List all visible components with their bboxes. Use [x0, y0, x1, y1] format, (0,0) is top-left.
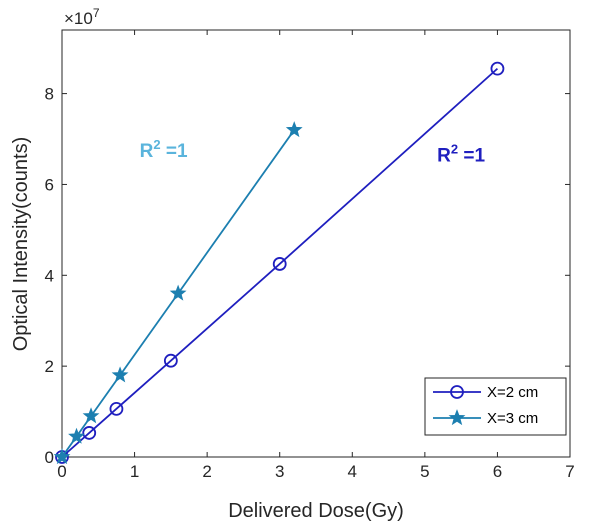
x-tick-label-6: 6: [493, 462, 502, 481]
y-tick-label-0: 0: [45, 448, 54, 467]
data-point-0-5: [490, 61, 505, 76]
y-axis-title: Optical Intensity(counts): [10, 137, 32, 352]
data-point-1-1: [68, 427, 85, 444]
data-point-0-1: [82, 426, 97, 440]
series-1: [53, 121, 303, 465]
data-point-1-3: [111, 366, 129, 383]
data-point-0-4: [272, 257, 287, 271]
y-tick-label-4: 8: [45, 85, 54, 104]
annotations: R2 =1 R2 =1: [140, 137, 486, 167]
legend-item-0: X=2 cm: [433, 384, 538, 401]
data-point-0-3: [163, 353, 178, 368]
r-squared-annotation-1: R2 =1: [437, 142, 485, 167]
legend-box: [424, 377, 567, 436]
y-exponent-label: ×107: [64, 6, 100, 28]
data-point-1-5: [285, 121, 303, 138]
legend-marker-1: [448, 409, 466, 426]
series-layer: [53, 61, 505, 465]
data-point-1-4: [169, 284, 187, 301]
data-point-1-2: [82, 407, 100, 424]
x-tick-label-7: 7: [565, 462, 574, 481]
legend-item-1: X=3 cm: [433, 409, 538, 427]
x-tick-label-0: 0: [57, 462, 66, 481]
legend-marker-0: [450, 385, 464, 399]
x-tick-label-5: 5: [420, 462, 429, 481]
r-squared-annotation-0: R2 =1: [140, 137, 188, 162]
legend: X=2 cm X=3 cm: [424, 377, 567, 436]
data-point-0-2: [109, 401, 124, 416]
x-tick-label-2: 2: [202, 462, 211, 481]
y-tick-label-3: 6: [45, 175, 54, 194]
x-tick-label-1: 1: [130, 462, 139, 481]
legend-label-0: X=2 cm: [487, 384, 538, 401]
legend-label-1: X=3 cm: [487, 410, 538, 427]
y-tick-label-1: 2: [45, 357, 54, 376]
x-tick-label-3: 3: [275, 462, 284, 481]
data-point-1-0: [53, 448, 71, 465]
x-axis-title: Delivered Dose(Gy): [228, 500, 404, 522]
x-tick-label-4: 4: [348, 462, 357, 481]
ticks: 0 1 2 3 4 5 6 7 0 2 4 6 8: [45, 30, 575, 481]
y-tick-label-2: 4: [45, 266, 54, 285]
